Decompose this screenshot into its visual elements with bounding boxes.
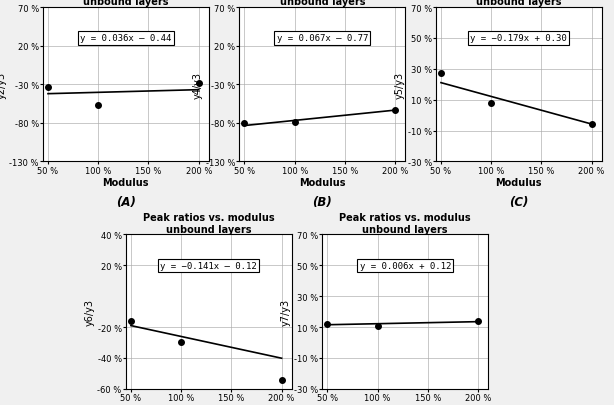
- Text: (C): (C): [509, 196, 529, 209]
- Y-axis label: y2/y3: y2/y3: [0, 72, 7, 98]
- Title: Peak ratios vs. modulus
unbound layers: Peak ratios vs. modulus unbound layers: [60, 0, 192, 7]
- Text: y = −0.141x – 0.12: y = −0.141x – 0.12: [160, 261, 257, 270]
- X-axis label: Modulus: Modulus: [495, 178, 542, 188]
- Text: y = 0.036x – 0.44: y = 0.036x – 0.44: [80, 34, 171, 43]
- Y-axis label: y5/y3: y5/y3: [395, 72, 405, 98]
- Y-axis label: y4/y3: y4/y3: [193, 72, 203, 98]
- Title: Peak ratios vs. modulus
unbound layers: Peak ratios vs. modulus unbound layers: [257, 0, 388, 7]
- Text: y = 0.006x + 0.12: y = 0.006x + 0.12: [360, 261, 451, 270]
- Title: Peak ratios vs. modulus
unbound layers: Peak ratios vs. modulus unbound layers: [143, 213, 274, 234]
- Text: y = −0.179x + 0.30: y = −0.179x + 0.30: [470, 34, 567, 43]
- X-axis label: Modulus: Modulus: [299, 178, 346, 188]
- Title: Peak ratios vs. modulus
unbound layers: Peak ratios vs. modulus unbound layers: [453, 0, 585, 7]
- Text: (B): (B): [313, 196, 332, 209]
- Title: Peak ratios vs. modulus
unbound layers: Peak ratios vs. modulus unbound layers: [340, 213, 471, 234]
- X-axis label: Modulus: Modulus: [103, 178, 149, 188]
- Y-axis label: y6/y3: y6/y3: [85, 298, 95, 325]
- Text: y = 0.067x – 0.77: y = 0.067x – 0.77: [277, 34, 368, 43]
- Text: (A): (A): [116, 196, 136, 209]
- Y-axis label: y7/y3: y7/y3: [281, 298, 291, 325]
